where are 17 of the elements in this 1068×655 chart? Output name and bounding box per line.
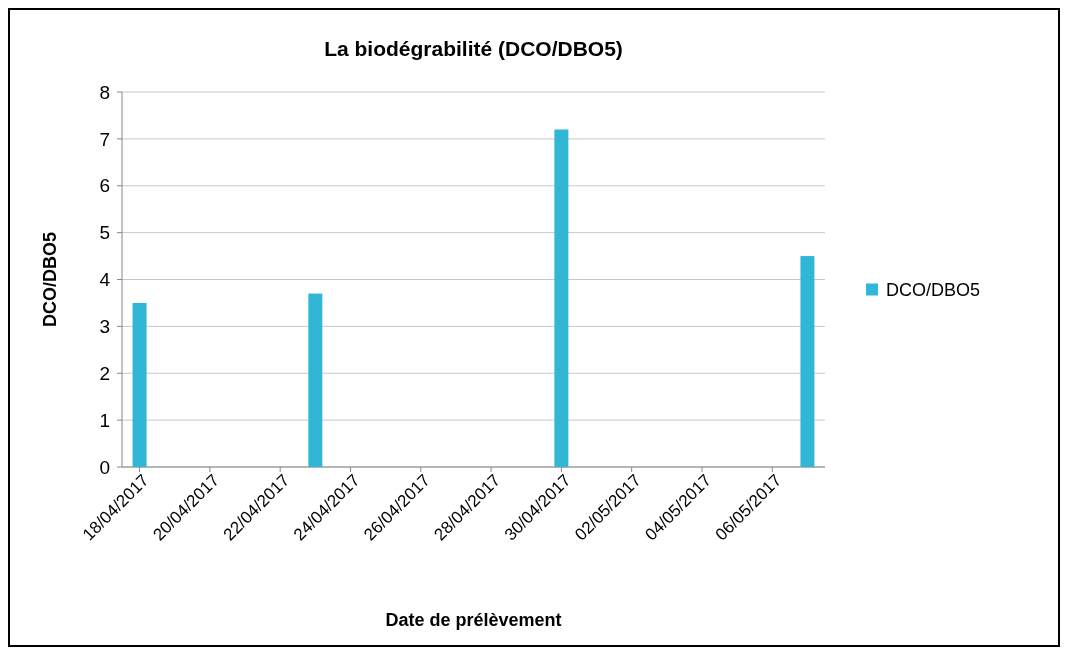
y-tick-label: 2 (99, 362, 110, 384)
y-tick-label: 5 (99, 222, 110, 244)
y-axis-title: DCO/DBO5 (40, 231, 60, 328)
bar (800, 256, 815, 467)
y-tick-label: 8 (99, 81, 110, 103)
bar (132, 302, 147, 467)
chart-title: La biodégrabilité (DCO/DBO5) (324, 37, 623, 60)
y-tick-label: 0 (99, 456, 110, 478)
y-tick-label: 7 (99, 128, 110, 150)
y-tick-label: 6 (99, 175, 110, 197)
y-tick-label: 4 (99, 269, 111, 291)
y-tick-label: 3 (99, 316, 110, 338)
x-axis-title: Date de prélèvement (385, 610, 562, 630)
bar (554, 129, 569, 467)
legend-label: DCO/DBO5 (886, 279, 981, 300)
y-tick-label: 1 (99, 409, 110, 431)
bar (308, 293, 323, 467)
